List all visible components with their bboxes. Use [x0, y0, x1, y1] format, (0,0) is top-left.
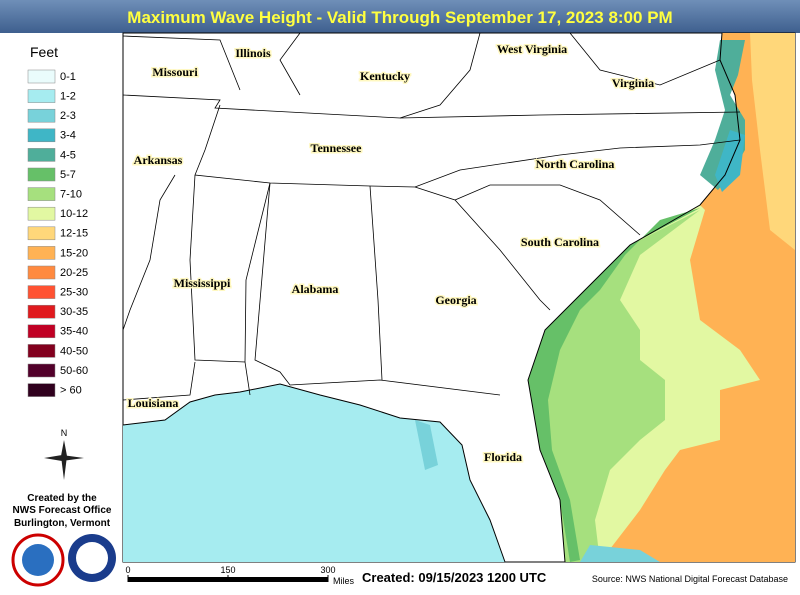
scale-bar: Miles 0 150 300 — [125, 565, 354, 586]
legend-label: 5-7 — [60, 169, 76, 181]
state-label: Illinois — [235, 46, 271, 60]
state-label: Arkansas — [134, 153, 183, 167]
legend-swatch — [27, 344, 56, 358]
legend-label: 1-2 — [60, 91, 76, 103]
nws-logo-center — [22, 544, 54, 576]
compass-rose — [44, 440, 84, 480]
scale-label: 150 — [220, 565, 235, 575]
scale-unit: Miles — [333, 576, 355, 586]
atlantic-12-15-east — [750, 33, 795, 250]
state-label: Alabama — [292, 282, 339, 296]
logos — [11, 533, 116, 587]
compass-label: N — [61, 428, 68, 438]
legend-swatch — [27, 128, 56, 143]
gulf-waves — [123, 384, 505, 562]
title: Maximum Wave Height - Valid Through Sept… — [127, 8, 672, 27]
legend-swatch — [27, 246, 56, 260]
legend: Feet 0-1 1-2 2-3 3-4 4-5 5-7 7-10 10-12 12-15 15-… — [27, 44, 88, 397]
noaa-logo-center — [76, 542, 108, 574]
legend-label: 20-25 — [60, 267, 88, 279]
state-label: North Carolina — [536, 157, 615, 171]
credit-line: NWS Forecast Office — [13, 505, 112, 516]
legend-label: 25-30 — [60, 287, 88, 299]
state-label: Florida — [484, 450, 522, 464]
legend-swatch — [27, 148, 56, 162]
legend-swatch — [27, 69, 56, 84]
legend-label: 30-35 — [60, 306, 88, 318]
state-label: Missouri — [152, 65, 198, 79]
legend-label: 12-15 — [60, 228, 88, 240]
compass: N — [44, 428, 84, 480]
gulf-shelf — [415, 420, 438, 470]
legend-title: Feet — [30, 44, 58, 60]
state-label: Mississippi — [174, 276, 231, 290]
legend-label: 3-4 — [60, 130, 76, 142]
atlantic-7-10 — [528, 210, 700, 562]
map: Illinois Missouri Kentucky West Virginia… — [122, 32, 796, 563]
state-label: Kentucky — [360, 69, 410, 83]
state-label: Georgia — [435, 293, 476, 307]
legend-label: 2-3 — [60, 110, 76, 122]
legend-swatch — [27, 383, 56, 397]
state-label: Virginia — [612, 76, 654, 90]
legend-label: 40-50 — [60, 345, 88, 357]
legend-swatch — [27, 304, 56, 319]
legend-label: 10-12 — [60, 208, 88, 220]
legend-swatch — [27, 324, 56, 339]
legend-swatch — [27, 89, 56, 103]
credit-line: Burlington, Vermont — [14, 518, 111, 529]
legend-swatch — [27, 285, 56, 299]
scale-label: 0 — [125, 565, 130, 575]
legend-swatch — [27, 206, 56, 221]
legend-swatch — [27, 363, 56, 378]
state-label: Tennessee — [311, 141, 363, 155]
legend-label: 0-1 — [60, 71, 76, 83]
legend-swatch — [27, 108, 56, 123]
credit-line: Created by the — [27, 493, 97, 504]
legend-label: 4-5 — [60, 149, 76, 161]
legend-label: 35-40 — [60, 326, 88, 338]
state-label: West Virginia — [497, 42, 567, 56]
state-lines — [122, 32, 741, 401]
legend-label: > 60 — [60, 385, 82, 397]
source: Source: NWS National Digital Forecast Da… — [592, 574, 788, 584]
state-label: South Carolina — [521, 235, 599, 249]
legend-swatch — [27, 226, 56, 241]
title-bar — [0, 0, 800, 33]
scale-label: 300 — [320, 565, 335, 575]
legend-swatch — [27, 187, 56, 201]
keys-waters — [580, 545, 660, 562]
state-label: Louisiana — [128, 396, 179, 410]
legend-label: 15-20 — [60, 247, 88, 259]
coastline — [122, 32, 741, 563]
created-date: Created: 09/15/2023 1200 UTC — [362, 570, 547, 585]
legend-label: 7-10 — [60, 189, 82, 201]
legend-swatch — [27, 167, 56, 182]
legend-label: 50-60 — [60, 365, 88, 377]
legend-swatch — [27, 265, 56, 280]
